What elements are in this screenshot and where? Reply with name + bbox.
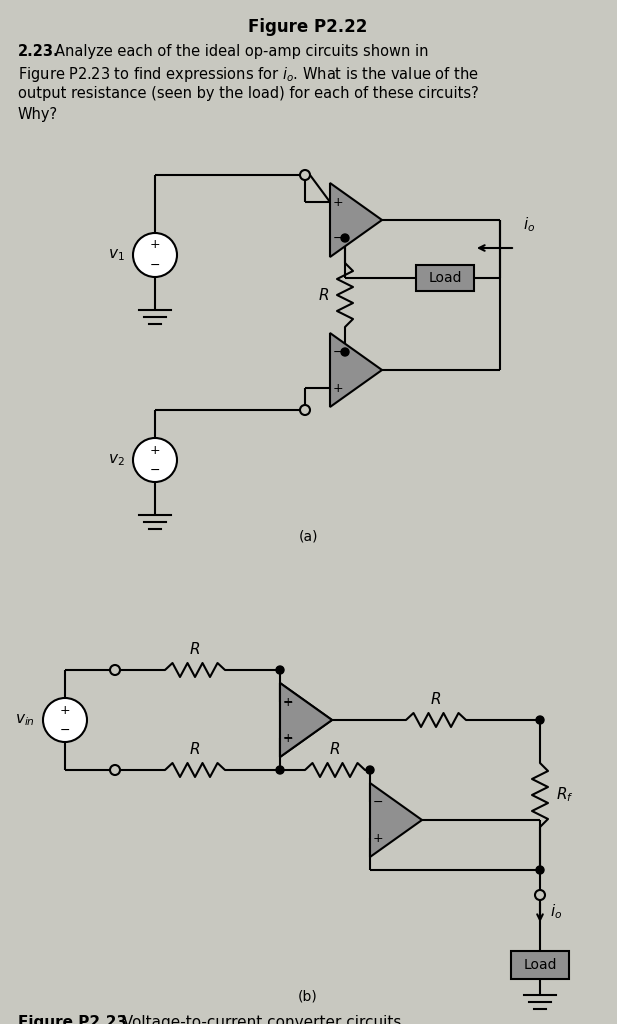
Circle shape bbox=[536, 716, 544, 724]
Text: $R$: $R$ bbox=[318, 287, 329, 303]
Polygon shape bbox=[330, 333, 382, 407]
Text: Analyze each of the ideal op-amp circuits shown in: Analyze each of the ideal op-amp circuit… bbox=[55, 44, 428, 59]
Circle shape bbox=[276, 766, 284, 774]
Circle shape bbox=[536, 866, 544, 874]
Text: $v_2$: $v_2$ bbox=[109, 453, 125, 468]
Text: +: + bbox=[283, 695, 293, 709]
Circle shape bbox=[341, 234, 349, 242]
Text: +: + bbox=[333, 196, 343, 209]
Text: (b): (b) bbox=[298, 990, 318, 1004]
Text: −: − bbox=[283, 695, 293, 709]
Text: $R$: $R$ bbox=[329, 741, 341, 757]
Text: −: − bbox=[333, 345, 343, 358]
Text: −: − bbox=[283, 731, 293, 744]
Circle shape bbox=[366, 766, 374, 774]
Text: −: − bbox=[150, 464, 160, 476]
Text: $i_o$: $i_o$ bbox=[550, 902, 562, 922]
Circle shape bbox=[300, 406, 310, 415]
Polygon shape bbox=[280, 683, 332, 757]
Text: Figure P2.22: Figure P2.22 bbox=[248, 18, 368, 36]
Text: Figure P2.23: Figure P2.23 bbox=[18, 1015, 127, 1024]
Text: $R$: $R$ bbox=[189, 641, 201, 657]
Circle shape bbox=[43, 698, 87, 742]
Text: $R$: $R$ bbox=[189, 741, 201, 757]
Text: +: + bbox=[373, 831, 383, 845]
Polygon shape bbox=[330, 183, 382, 257]
Polygon shape bbox=[280, 683, 332, 757]
Text: Why?: Why? bbox=[18, 106, 58, 122]
Text: Figure P2.23 to find expressions for $i_o$. What is the value of the: Figure P2.23 to find expressions for $i_… bbox=[18, 65, 479, 84]
Text: $R$: $R$ bbox=[431, 691, 442, 707]
Text: $v_{in}$: $v_{in}$ bbox=[15, 712, 35, 728]
Text: +: + bbox=[333, 382, 343, 394]
Text: +: + bbox=[150, 239, 160, 252]
Circle shape bbox=[535, 890, 545, 900]
Text: $v_1$: $v_1$ bbox=[108, 247, 125, 263]
Text: +: + bbox=[60, 703, 70, 717]
Text: Voltage-to-current converter circuits.: Voltage-to-current converter circuits. bbox=[113, 1015, 406, 1024]
Text: $i_o$: $i_o$ bbox=[523, 215, 536, 234]
Circle shape bbox=[110, 665, 120, 675]
Text: $R_f$: $R_f$ bbox=[556, 785, 574, 804]
Text: (a): (a) bbox=[298, 530, 318, 544]
Circle shape bbox=[110, 765, 120, 775]
Text: 2.23.: 2.23. bbox=[18, 44, 60, 59]
Bar bbox=[511, 951, 569, 979]
Circle shape bbox=[133, 233, 177, 278]
Polygon shape bbox=[370, 783, 422, 857]
Text: −: − bbox=[333, 231, 343, 245]
Circle shape bbox=[341, 348, 349, 356]
Bar bbox=[416, 265, 474, 291]
Text: −: − bbox=[373, 796, 383, 809]
Text: Load: Load bbox=[428, 271, 462, 285]
Circle shape bbox=[133, 438, 177, 482]
Text: Load: Load bbox=[523, 958, 557, 972]
Text: output resistance (seen by the load) for each of these circuits?: output resistance (seen by the load) for… bbox=[18, 86, 479, 101]
Text: +: + bbox=[150, 443, 160, 457]
Circle shape bbox=[276, 666, 284, 674]
Text: +: + bbox=[283, 731, 293, 744]
Circle shape bbox=[300, 170, 310, 180]
Text: −: − bbox=[60, 724, 70, 736]
Text: −: − bbox=[150, 258, 160, 271]
